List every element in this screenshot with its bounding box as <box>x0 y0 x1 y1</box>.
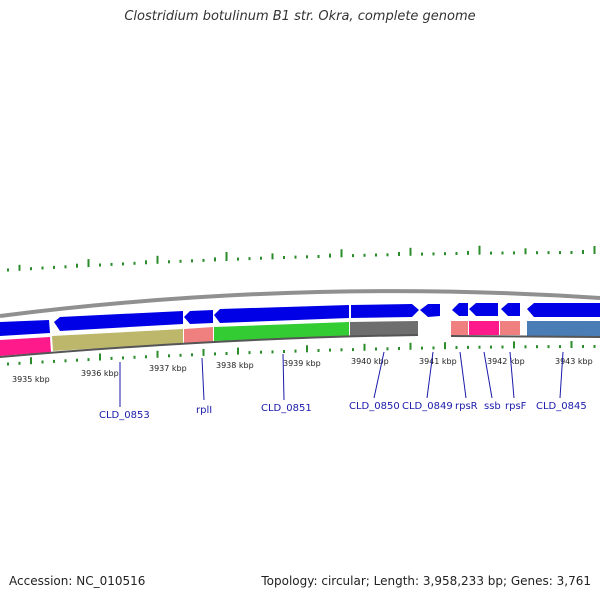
leader-line <box>459 351 467 399</box>
cog-shadow <box>450 335 600 338</box>
cog-segment <box>527 321 600 336</box>
leader-line <box>559 351 564 399</box>
cog-segment <box>184 327 213 343</box>
leader-line <box>509 351 515 399</box>
gene-label[interactable]: CLD_0851 <box>261 403 312 414</box>
kbp-scale: 3935 kbp 3936 kbp 3937 kbp 3938 kbp 3939… <box>12 357 593 384</box>
leader-line <box>483 351 493 399</box>
cog-segment <box>0 337 51 356</box>
leader-line <box>201 357 205 401</box>
gene-arrow[interactable] <box>184 310 213 324</box>
gene-arrow[interactable] <box>214 305 349 323</box>
accession-text: Accession: NC_010516 <box>9 574 146 588</box>
gc-content-ticks <box>7 341 596 366</box>
gene-labels: CLD_0853 rplI CLD_0851 CLD_0850 CLD_0849… <box>99 401 587 421</box>
gene-label[interactable]: ssb <box>484 401 501 412</box>
cog-segment <box>451 321 468 335</box>
gene-label[interactable]: CLD_0853 <box>99 410 150 421</box>
cog-segment <box>214 322 349 341</box>
gene-label[interactable]: CLD_0849 <box>402 401 453 412</box>
cog-segment <box>469 321 499 335</box>
kbp-label: 3938 kbp <box>216 361 254 370</box>
gene-label[interactable]: rplI <box>196 405 212 416</box>
gene-arrow[interactable] <box>527 303 600 317</box>
cog-category-ring <box>0 321 600 358</box>
genome-stats-text: Topology: circular; Length: 3,958,233 bp… <box>261 574 591 588</box>
cog-segment <box>500 321 520 335</box>
genome-title: Clostridium botulinum B1 str. Okra, comp… <box>124 9 476 24</box>
leader-line <box>282 353 285 401</box>
gene-arrow[interactable] <box>469 303 498 316</box>
leader-line <box>426 351 434 399</box>
cog-segment <box>52 329 183 351</box>
gene-arrow[interactable] <box>0 320 50 336</box>
gene-arrow[interactable] <box>54 311 183 331</box>
kbp-label: 3940 kbp <box>351 357 389 366</box>
forward-strand-genes <box>0 303 600 336</box>
gene-label[interactable]: rpsR <box>455 401 478 412</box>
kbp-label: 3941 kbp <box>419 357 457 366</box>
gene-arrow[interactable] <box>351 304 419 318</box>
kbp-label: 3939 kbp <box>283 359 321 368</box>
gene-label[interactable]: CLD_0845 <box>536 401 587 412</box>
cog-shadow <box>0 334 419 358</box>
backbone-ring <box>0 289 600 318</box>
leader-line <box>373 351 385 399</box>
gene-leader-lines <box>119 351 564 407</box>
kbp-label: 3935 kbp <box>12 375 50 384</box>
kbp-label: 3942 kbp <box>487 357 525 366</box>
gene-label[interactable]: CLD_0850 <box>349 401 400 412</box>
gc-skew-ticks <box>7 245 596 272</box>
kbp-label: 3943 kbp <box>555 357 593 366</box>
kbp-label: 3937 kbp <box>149 364 187 373</box>
gene-arrow[interactable] <box>501 303 520 316</box>
cog-segment <box>350 321 418 336</box>
kbp-label: 3936 kbp <box>81 369 119 378</box>
gene-arrow[interactable] <box>420 304 440 317</box>
gene-label[interactable]: rpsF <box>505 401 527 412</box>
gene-arrow[interactable] <box>452 303 468 316</box>
